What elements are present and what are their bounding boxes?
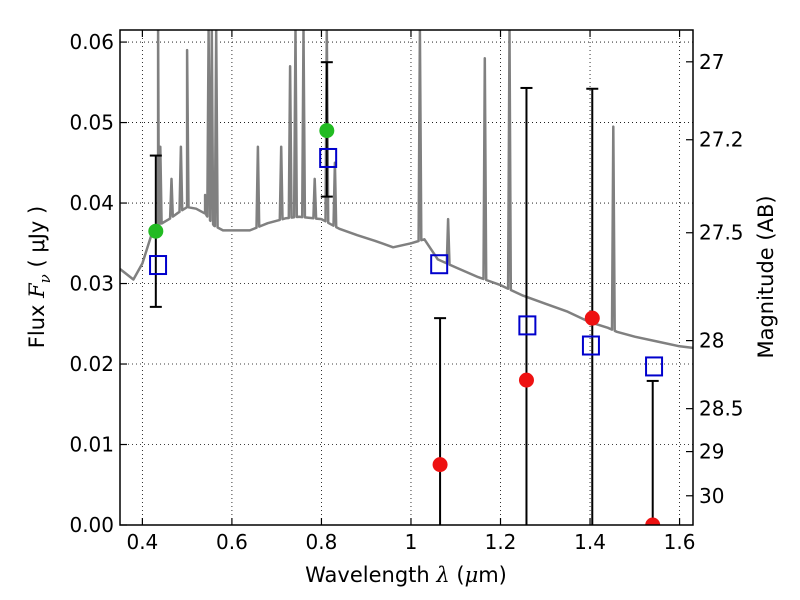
- x-tick-label: 0.8: [306, 530, 338, 554]
- right-tick-label: 28.5: [699, 397, 744, 421]
- error-bar: [434, 317, 447, 525]
- right-tick-label: 27.2: [699, 128, 744, 152]
- x-tick-label: 1: [405, 530, 418, 554]
- y-tick-label: 0.00: [69, 513, 114, 537]
- observed-point: [518, 372, 534, 388]
- y-tick-label: 0.04: [69, 191, 114, 215]
- y-tick-label: 0.03: [69, 272, 114, 296]
- error-bar: [586, 87, 599, 525]
- x-tick-label: 1.2: [485, 530, 517, 554]
- x-axis-label: Wavelength λ (μm): [305, 563, 507, 587]
- model-band-markers: [149, 147, 664, 377]
- plot-background: [120, 30, 693, 525]
- right-tick-label: 27.5: [699, 221, 744, 245]
- model-band-marker: [319, 147, 338, 168]
- x-tick-label: 0.6: [216, 530, 248, 554]
- x-tick-label: 0.4: [126, 530, 158, 554]
- right-axis-ticks: 27 27.2 27.5 28 28.5 29 30: [686, 50, 744, 508]
- model-band-marker: [645, 356, 664, 377]
- x-tick-label: 1.4: [574, 530, 606, 554]
- y-tick-label: 0.06: [69, 30, 114, 54]
- x-axis-ticks: 0.4 0.6 0.8 1 1.2 1.4 1.6: [126, 30, 695, 554]
- plot-frame: [119, 29, 694, 526]
- right-tick-label: 27: [699, 50, 724, 74]
- model-band-marker: [518, 315, 537, 336]
- model-band-marker: [430, 254, 449, 275]
- model-band-marker: [581, 335, 600, 356]
- y-axis-label: Flux Fν ( μJy ): [25, 206, 54, 348]
- right-tick-label: 30: [699, 484, 724, 508]
- observed-point: [319, 123, 335, 139]
- right-axis-label: Magnitude (AB): [754, 195, 778, 358]
- grid-lines: [120, 30, 693, 526]
- observed-point: [645, 517, 661, 525]
- right-tick-label: 28: [699, 329, 724, 353]
- y-tick-label: 0.01: [69, 433, 114, 457]
- observed-point: [148, 223, 164, 239]
- right-tick-label: 29: [699, 440, 724, 464]
- y-axis-ticks: 0.00 0.01 0.02 0.03 0.04 0.05 0.06: [69, 30, 127, 537]
- observed-point: [584, 310, 600, 326]
- model-band-marker: [149, 255, 168, 276]
- y-tick-label: 0.02: [69, 352, 114, 376]
- observed-point: [432, 457, 448, 473]
- error-bar: [646, 379, 659, 525]
- x-tick-label: 1.6: [664, 530, 696, 554]
- observed-points: [148, 123, 661, 525]
- model-spectrum-line: [120, 30, 693, 350]
- y-tick-label: 0.05: [69, 111, 114, 135]
- error-bars: [149, 61, 659, 525]
- error-bar: [520, 86, 533, 525]
